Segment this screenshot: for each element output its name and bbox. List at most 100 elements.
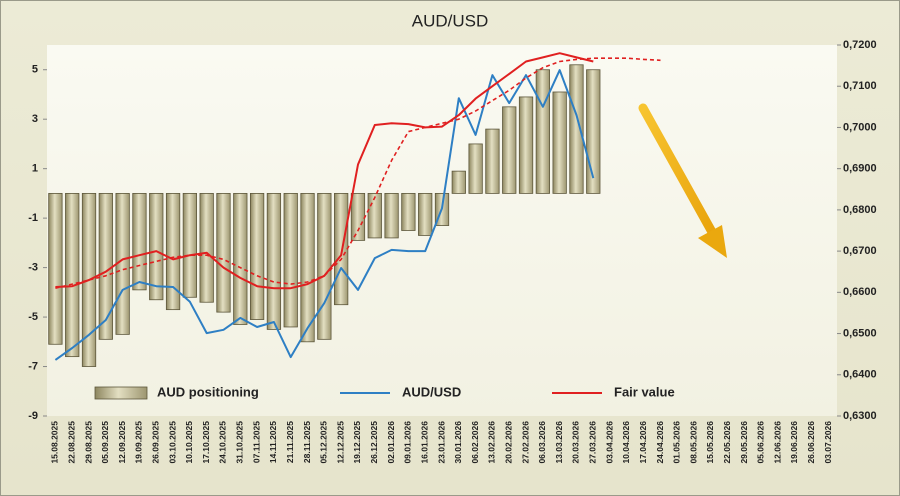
bar xyxy=(165,192,181,311)
bar xyxy=(182,192,197,298)
bar xyxy=(535,69,550,194)
chart-title: AUD/USD xyxy=(412,11,489,30)
y2-tick-label: 0,7000 xyxy=(843,121,877,133)
x-tick-label: 23.01.2026 xyxy=(436,421,446,464)
x-tick-label: 12.06.2026 xyxy=(772,421,782,464)
x-tick-label: 01.05.2026 xyxy=(672,421,682,464)
bar xyxy=(300,192,315,343)
legend-item: AUD/USD xyxy=(340,384,461,399)
x-tick-label: 17.10.2025 xyxy=(201,421,211,464)
x-tick-label: 10.10.2025 xyxy=(184,421,194,464)
x-tick-label: 12.09.2025 xyxy=(117,421,127,464)
y-tick-label: -3 xyxy=(28,262,38,274)
x-tick-label: 27.03.2026 xyxy=(588,421,598,464)
bar xyxy=(65,192,80,358)
bar xyxy=(502,106,517,194)
bar xyxy=(149,192,164,301)
bar xyxy=(451,170,466,194)
y2-tick-label: 0,6700 xyxy=(843,245,877,257)
x-tick-label: 15.08.2025 xyxy=(50,421,60,464)
legend-label: AUD positioning xyxy=(157,384,259,399)
x-tick-label: 19.09.2025 xyxy=(134,421,144,464)
x-tick-label: 20.03.2026 xyxy=(571,421,581,464)
x-tick-label: 03.04.2026 xyxy=(604,421,614,464)
bar xyxy=(233,192,248,325)
y-tick-label: -7 xyxy=(28,360,38,372)
x-tick-label: 06.03.2026 xyxy=(537,421,547,464)
bar xyxy=(132,192,147,291)
bar xyxy=(266,192,282,330)
bar xyxy=(283,192,298,328)
x-tick-label: 29.05.2026 xyxy=(739,421,749,464)
x-tick-label: 13.03.2026 xyxy=(554,421,564,464)
x-tick-label: 14.11.2025 xyxy=(268,421,278,463)
bar xyxy=(199,192,214,303)
x-tick-label: 07.11.2025 xyxy=(251,421,261,463)
x-tick-label: 22.05.2026 xyxy=(722,421,732,464)
y2-tick-label: 0,6900 xyxy=(843,163,877,175)
bar xyxy=(384,192,399,239)
bar xyxy=(485,128,500,194)
trend-arrow xyxy=(638,103,727,258)
x-tick-label: 03.10.2025 xyxy=(167,421,177,464)
x-tick-label: 26.06.2026 xyxy=(806,421,816,464)
line-series xyxy=(55,57,661,289)
bar xyxy=(334,192,349,306)
x-tick-label: 19.12.2025 xyxy=(352,421,362,464)
x-tick-label: 28.11.2025 xyxy=(302,421,312,463)
x-tick-label: 06.02.2026 xyxy=(470,421,480,464)
bar xyxy=(98,192,113,340)
bar xyxy=(569,64,584,194)
legend-label: Fair value xyxy=(614,384,675,399)
legend-item: AUD positioning xyxy=(94,384,259,399)
bar xyxy=(552,91,567,194)
bar xyxy=(249,192,265,320)
x-tick-label: 30.01.2026 xyxy=(453,421,463,464)
y2-tick-label: 0,6300 xyxy=(843,410,877,422)
x-tick-label: 22.08.2025 xyxy=(66,421,76,464)
x-tick-label: 12.12.2025 xyxy=(335,421,345,464)
x-tick-label: 16.01.2026 xyxy=(419,421,429,464)
x-tick-label: 17.04.2026 xyxy=(638,421,648,464)
y-tick-label: 5 xyxy=(32,64,38,76)
x-tick-label: 21.11.2025 xyxy=(285,421,295,463)
bar xyxy=(48,192,63,345)
line-series xyxy=(54,69,595,361)
x-tick-label: 05.09.2025 xyxy=(100,421,110,464)
y2-tick-label: 0,6800 xyxy=(843,204,877,216)
x-tick-label: 31.10.2025 xyxy=(235,421,245,464)
y-tick-label: -5 xyxy=(28,311,38,323)
line-series xyxy=(55,52,594,290)
x-tick-label: 10.04.2026 xyxy=(621,421,631,464)
x-tick-label: 13.02.2026 xyxy=(487,421,497,464)
y2-tick-label: 0,7200 xyxy=(843,39,877,51)
x-tick-label: 24.10.2025 xyxy=(218,421,228,464)
x-tick-label: 05.06.2026 xyxy=(756,421,766,464)
x-tick-label: 20.02.2026 xyxy=(503,421,513,464)
bar xyxy=(367,192,382,239)
x-tick-label: 26.12.2025 xyxy=(369,421,379,464)
legend-label: AUD/USD xyxy=(402,384,461,399)
x-tick-label: 15.05.2026 xyxy=(705,421,715,464)
bar xyxy=(216,192,231,313)
bar xyxy=(317,192,332,340)
x-tick-label: 27.02.2026 xyxy=(520,421,530,464)
bar xyxy=(418,192,433,236)
legend-item: Fair value xyxy=(552,384,675,399)
y-tick-label: 3 xyxy=(32,113,38,125)
x-tick-label: 09.01.2026 xyxy=(403,421,413,464)
x-tick-label: 05.12.2025 xyxy=(319,421,329,464)
x-tick-label: 26.09.2025 xyxy=(151,421,161,464)
bar xyxy=(468,143,483,194)
bar xyxy=(401,192,416,231)
x-tick-label: 19.06.2026 xyxy=(789,421,799,464)
y2-tick-label: 0,6500 xyxy=(843,327,877,339)
y2-tick-label: 0,6400 xyxy=(843,369,877,381)
x-tick-label: 03.07.2026 xyxy=(823,421,833,464)
x-tick-label: 08.05.2026 xyxy=(688,421,698,464)
y2-tick-label: 0,7100 xyxy=(843,80,877,92)
y-tick-label: -1 xyxy=(28,212,38,224)
y-tick-label: 1 xyxy=(32,163,38,175)
y2-tick-label: 0,6600 xyxy=(843,286,877,298)
